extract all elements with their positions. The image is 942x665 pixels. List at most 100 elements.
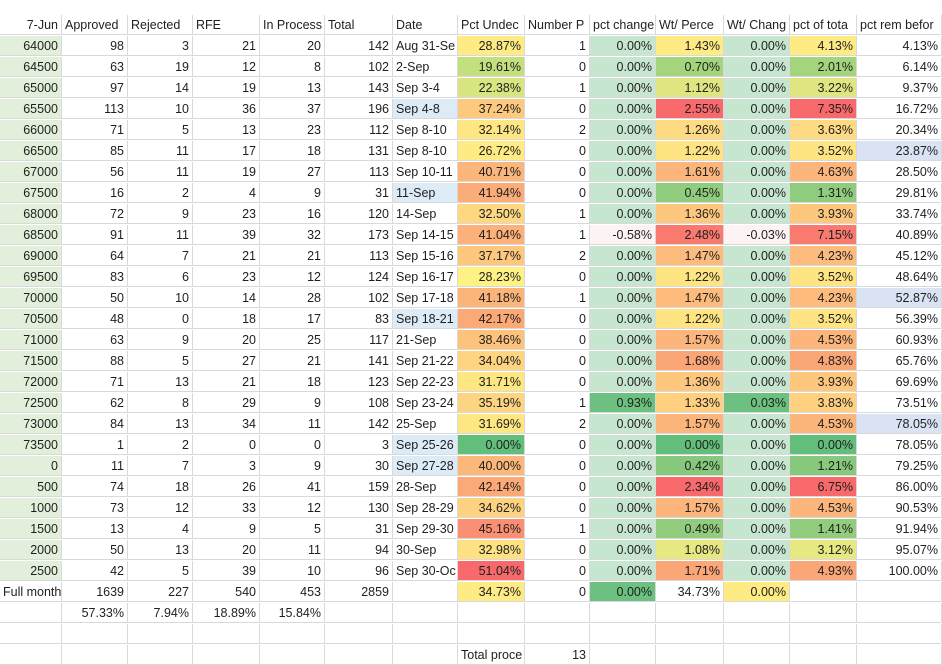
cell-rfe[interactable]: 29 (193, 393, 260, 413)
cell-total[interactable]: 113 (325, 246, 393, 266)
cell-rfe[interactable]: 9 (193, 519, 260, 539)
cell-in-process[interactable]: 9 (260, 456, 325, 476)
cell-pct-undec[interactable]: 32.14% (458, 120, 525, 140)
cell-pct-remaining[interactable]: 86.00% (857, 477, 942, 497)
cell-rfe[interactable]: 23 (193, 267, 260, 287)
cell-in-process[interactable]: 28 (260, 288, 325, 308)
cell-approved[interactable]: 88 (62, 351, 128, 371)
cell-wt-percent[interactable]: 0.45% (656, 183, 724, 203)
cell-pct-change[interactable]: 0.00% (590, 267, 656, 287)
cell-pct-remaining[interactable]: 90.53% (857, 498, 942, 518)
cell-total[interactable]: 120 (325, 204, 393, 224)
cell-pct-undec[interactable]: 35.19% (458, 393, 525, 413)
cell-approved[interactable]: 73 (62, 498, 128, 518)
cell-in-process[interactable]: 16 (260, 204, 325, 224)
cell-pct-change[interactable]: 0.00% (590, 330, 656, 350)
cell-wt-percent[interactable]: 2.48% (656, 225, 724, 245)
cell-rfe[interactable]: 13 (193, 120, 260, 140)
cell-pct-of-total[interactable]: 4.23% (790, 288, 857, 308)
cell-wt-change[interactable]: 0.00% (724, 477, 790, 497)
cell-in-process[interactable]: 25 (260, 330, 325, 350)
cell-wt-change[interactable]: 0.00% (724, 204, 790, 224)
cell-pct-of-total[interactable]: 3.52% (790, 309, 857, 329)
cell-in-process[interactable]: 27 (260, 162, 325, 182)
cell-pct-undec[interactable]: 34.62% (458, 498, 525, 518)
cell-number-p[interactable]: 13 (525, 645, 590, 665)
cell-rfe[interactable]: 12 (193, 57, 260, 77)
cell-total[interactable]: 31 (325, 183, 393, 203)
cell-total[interactable]: 124 (325, 267, 393, 287)
cell-in-process[interactable]: 8 (260, 57, 325, 77)
cell-wt-change[interactable]: 0.00% (724, 141, 790, 161)
cell-wt-change[interactable] (724, 645, 790, 665)
cell-pct-of-total[interactable]: 4.83% (790, 351, 857, 371)
cell-date[interactable]: Sep 4-8 (393, 99, 458, 119)
cell-pct-undec[interactable] (458, 603, 525, 623)
cell-pct-change[interactable]: 0.00% (590, 519, 656, 539)
cell-wt-change[interactable]: 0.00% (724, 372, 790, 392)
column-header[interactable]: Pct Undec (458, 15, 525, 35)
cell-total[interactable]: 123 (325, 372, 393, 392)
cell-in-process[interactable] (260, 624, 325, 644)
cell-number-p[interactable]: 0 (525, 183, 590, 203)
cell-pct-remaining[interactable]: 16.72% (857, 99, 942, 119)
cell-in-process[interactable]: 18 (260, 372, 325, 392)
cell-number-p[interactable]: 1 (525, 204, 590, 224)
cell-wt-change[interactable]: 0.00% (724, 246, 790, 266)
cell-pct-change[interactable] (590, 603, 656, 623)
cell-in-process[interactable]: 11 (260, 414, 325, 434)
cell-wt-percent[interactable]: 1.57% (656, 414, 724, 434)
cell-pct-undec[interactable]: 31.69% (458, 414, 525, 434)
cell-pct-undec[interactable]: 40.00% (458, 456, 525, 476)
cell-pct-change[interactable]: 0.93% (590, 393, 656, 413)
column-header[interactable]: Rejected (128, 15, 193, 35)
cell-date[interactable]: 28-Sep (393, 477, 458, 497)
cell-wt-percent[interactable]: 1.47% (656, 288, 724, 308)
cell-pct-undec[interactable]: 28.87% (458, 36, 525, 56)
cell-number-p[interactable] (525, 624, 590, 644)
cell-date[interactable]: Aug 31-Se (393, 36, 458, 56)
cell-number-p[interactable]: 2 (525, 246, 590, 266)
cell-total[interactable]: 159 (325, 477, 393, 497)
cell-date[interactable]: Sep 14-15 (393, 225, 458, 245)
cell-pct-of-total[interactable]: 3.83% (790, 393, 857, 413)
cell-rejected[interactable]: 2 (128, 435, 193, 455)
cell-id[interactable]: 64000 (0, 36, 62, 56)
cell-id[interactable]: Full month (0, 582, 62, 602)
cell-date[interactable]: 11-Sep (393, 183, 458, 203)
cell-rejected[interactable]: 3 (128, 36, 193, 56)
cell-pct-remaining[interactable]: 29.81% (857, 183, 942, 203)
cell-id[interactable]: 64500 (0, 57, 62, 77)
cell-rejected[interactable]: 10 (128, 99, 193, 119)
cell-wt-change[interactable]: -0.03% (724, 225, 790, 245)
cell-in-process[interactable]: 11 (260, 540, 325, 560)
cell-pct-remaining[interactable]: 6.14% (857, 57, 942, 77)
cell-id[interactable]: 68000 (0, 204, 62, 224)
cell-approved[interactable]: 85 (62, 141, 128, 161)
cell-pct-remaining[interactable]: 95.07% (857, 540, 942, 560)
cell-wt-percent[interactable]: 2.55% (656, 99, 724, 119)
cell-number-p[interactable]: 1 (525, 225, 590, 245)
cell-wt-percent[interactable]: 1.61% (656, 162, 724, 182)
cell-total[interactable]: 143 (325, 78, 393, 98)
cell-pct-remaining[interactable]: 28.50% (857, 162, 942, 182)
cell-pct-undec[interactable]: 26.72% (458, 141, 525, 161)
cell-rfe[interactable]: 20 (193, 540, 260, 560)
cell-pct-change[interactable]: 0.00% (590, 435, 656, 455)
cell-rejected[interactable]: 5 (128, 120, 193, 140)
cell-total[interactable]: 31 (325, 519, 393, 539)
cell-rejected[interactable]: 13 (128, 540, 193, 560)
cell-pct-remaining[interactable] (857, 603, 942, 623)
cell-in-process[interactable]: 5 (260, 519, 325, 539)
cell-wt-change[interactable]: 0.00% (724, 267, 790, 287)
cell-id[interactable]: 69000 (0, 246, 62, 266)
cell-id[interactable] (0, 624, 62, 644)
cell-rfe[interactable]: 21 (193, 246, 260, 266)
cell-pct-undec[interactable]: 37.24% (458, 99, 525, 119)
cell-id[interactable]: 66500 (0, 141, 62, 161)
cell-pct-of-total[interactable]: 1.21% (790, 456, 857, 476)
cell-pct-of-total[interactable]: 4.13% (790, 36, 857, 56)
cell-rejected[interactable]: 19 (128, 57, 193, 77)
cell-pct-remaining[interactable]: 78.05% (857, 414, 942, 434)
cell-pct-change[interactable]: -0.58% (590, 225, 656, 245)
